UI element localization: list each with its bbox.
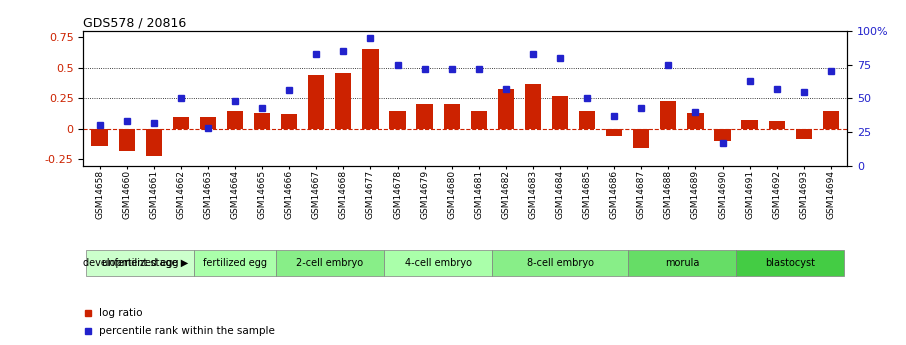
Bar: [335, 73, 352, 129]
Bar: [195, 250, 275, 276]
Bar: [226, 110, 243, 129]
Bar: [146, 129, 162, 156]
Bar: [606, 129, 622, 136]
Bar: [384, 250, 492, 276]
Bar: [795, 129, 812, 139]
Bar: [688, 113, 704, 129]
Bar: [768, 121, 785, 129]
Text: percentile rank within the sample: percentile rank within the sample: [100, 326, 275, 335]
Text: morula: morula: [665, 258, 699, 268]
Bar: [579, 110, 595, 129]
Text: unfertilized egg: unfertilized egg: [102, 258, 178, 268]
Bar: [736, 250, 844, 276]
Bar: [628, 250, 736, 276]
Bar: [444, 105, 460, 129]
Text: 4-cell embryo: 4-cell embryo: [405, 258, 472, 268]
Bar: [92, 129, 108, 146]
Bar: [660, 101, 677, 129]
Bar: [633, 129, 650, 148]
Bar: [552, 96, 568, 129]
Bar: [823, 110, 839, 129]
Bar: [254, 113, 270, 129]
Bar: [390, 110, 406, 129]
Text: 8-cell embryo: 8-cell embryo: [526, 258, 593, 268]
Bar: [275, 250, 384, 276]
Text: blastocyst: blastocyst: [766, 258, 815, 268]
Bar: [497, 89, 514, 129]
Text: 2-cell embryo: 2-cell embryo: [296, 258, 363, 268]
Bar: [173, 117, 189, 129]
Bar: [86, 250, 195, 276]
Bar: [417, 105, 433, 129]
Bar: [741, 120, 757, 129]
Bar: [119, 129, 135, 151]
Text: fertilized egg: fertilized egg: [203, 258, 267, 268]
Bar: [281, 114, 297, 129]
Bar: [200, 117, 216, 129]
Text: GDS578 / 20816: GDS578 / 20816: [83, 17, 187, 30]
Bar: [308, 75, 324, 129]
Text: log ratio: log ratio: [100, 308, 143, 318]
Bar: [470, 110, 487, 129]
Bar: [525, 83, 541, 129]
Bar: [492, 250, 628, 276]
Text: development stage ▶: development stage ▶: [83, 258, 188, 268]
Bar: [362, 49, 379, 129]
Bar: [715, 129, 730, 141]
